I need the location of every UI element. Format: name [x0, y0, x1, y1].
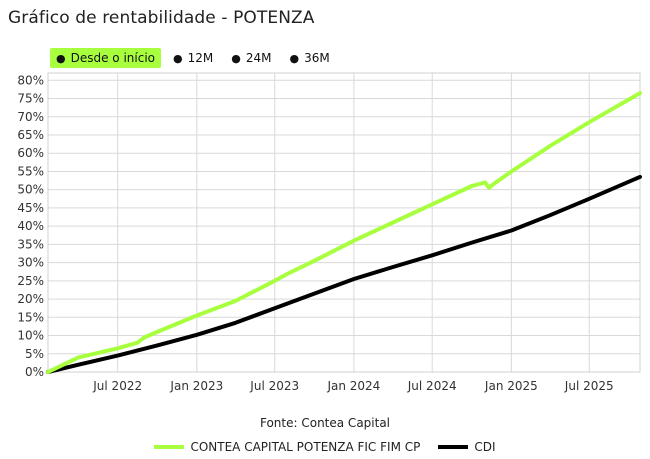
y-tick-label: 10%	[17, 329, 44, 343]
y-tick-label: 45%	[17, 201, 44, 215]
x-tick-label: Jul 2022	[92, 379, 142, 393]
bullet-icon: ●	[289, 51, 300, 65]
y-tick-label: 65%	[17, 128, 44, 142]
x-tick-label: Jul 2023	[249, 379, 299, 393]
bullet-icon: ●	[231, 51, 241, 65]
x-tick-label: Jul 2024	[407, 379, 457, 393]
legend-label-fund: CONTEA CAPITAL POTENZA FIC FIM CP	[190, 440, 421, 454]
period-label: 12M	[187, 51, 214, 65]
y-tick-label: 5%	[25, 347, 44, 361]
period-label: Desde o início	[70, 51, 156, 65]
bullet-icon: ●	[173, 51, 183, 65]
period-button-36m[interactable]: ● 36M	[283, 48, 335, 68]
chart-area: 0% 5% 10% 15% 20% 25% 30% 35% 40% 45% 50% 55% 60% 65%…	[0, 0, 650, 410]
period-label: 36M	[304, 51, 330, 65]
y-tick-label: 70%	[17, 110, 44, 124]
y-tick-label: 15%	[17, 310, 44, 324]
legend-swatch-fund	[154, 445, 185, 449]
y-tick-label: 25%	[17, 274, 44, 288]
bullet-icon: ●	[56, 51, 66, 65]
x-tick-label: Jan 2025	[484, 379, 538, 393]
chart-legend: CONTEA CAPITAL POTENZA FIC FIM CP CDI	[0, 440, 650, 454]
period-button-12m[interactable]: ● 12M	[167, 48, 219, 68]
y-tick-label: 80%	[17, 73, 44, 87]
period-selector: ● Desde o início ● 12M ● 24M ● 36M	[50, 48, 336, 68]
period-button-24m[interactable]: ● 24M	[225, 48, 277, 68]
source-note: Fonte: Contea Capital	[259, 416, 391, 430]
x-tick-label: Jan 2024	[326, 379, 380, 393]
y-tick-label: 55%	[17, 164, 44, 178]
legend-swatch-cdi	[438, 445, 469, 449]
x-tick-label: Jul 2025	[564, 379, 614, 393]
legend-item-fund[interactable]: CONTEA CAPITAL POTENZA FIC FIM CP	[154, 440, 420, 454]
y-tick-label: 50%	[17, 183, 44, 197]
series-line-fund	[46, 91, 642, 374]
line-chart[interactable]: 0% 5% 10% 15% 20% 25% 30% 35% 40% 45% 50% 55% 60% 65%…	[0, 0, 650, 410]
y-tick-label: 35%	[17, 237, 44, 251]
plot-area	[47, 72, 641, 373]
period-button-since-inception[interactable]: ● Desde o início	[50, 48, 162, 68]
y-tick-label: 0%	[25, 365, 44, 379]
y-tick-label: 40%	[17, 219, 44, 233]
x-tick-label: Jan 2023	[169, 379, 223, 393]
chart-title: Gráfico de rentabilidade - POTENZA	[8, 8, 315, 28]
legend-item-cdi[interactable]: CDI	[438, 440, 496, 454]
series-line-cdi	[46, 174, 642, 374]
y-tick-label: 75%	[17, 92, 44, 106]
period-label: 24M	[245, 51, 272, 65]
y-tick-label: 60%	[17, 146, 44, 160]
y-tick-label: 30%	[17, 256, 44, 270]
legend-label-cdi: CDI	[474, 440, 496, 454]
y-tick-label: 20%	[17, 292, 44, 306]
